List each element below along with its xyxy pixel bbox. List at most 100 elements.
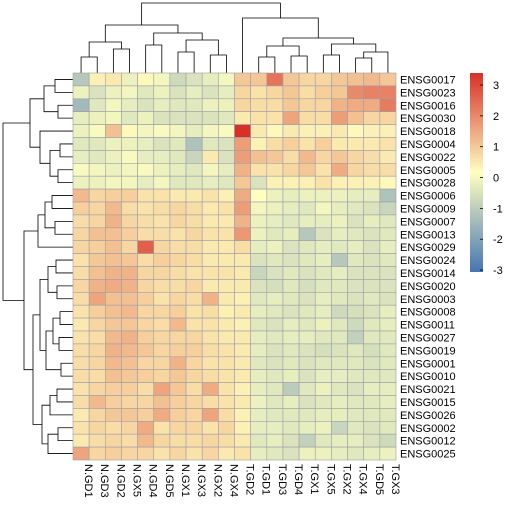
heatmap-cell	[137, 175, 155, 190]
heatmap-cell	[105, 98, 122, 113]
heatmap-cell	[266, 395, 284, 409]
heatmap-cell	[266, 214, 284, 229]
heatmap-cell	[72, 291, 90, 306]
heatmap-cell	[379, 330, 397, 345]
dendrogram-link	[104, 24, 179, 42]
heatmap-cell	[88, 369, 106, 383]
heatmap-cell	[169, 111, 187, 125]
heatmap-cell	[137, 279, 155, 293]
heatmap-cell	[185, 240, 203, 254]
heatmap-cell	[169, 433, 187, 448]
dendrogram-link	[37, 214, 73, 248]
heatmap-cell	[153, 317, 171, 332]
heatmap-cell	[282, 175, 300, 190]
heatmap-cell	[250, 98, 268, 113]
heatmap-cell	[137, 304, 155, 319]
heatmap-cell	[88, 356, 106, 370]
heatmap-cell	[331, 369, 348, 383]
heatmap-cell	[201, 266, 219, 280]
heatmap-cell	[137, 201, 155, 216]
heatmap-cell	[153, 124, 171, 138]
heatmap-cell	[169, 304, 187, 319]
heatmap-cell	[266, 317, 284, 332]
heatmap-cell	[153, 201, 171, 216]
heatmap-cell	[282, 446, 300, 461]
heatmap-cell	[153, 175, 171, 190]
heatmap-cell	[314, 175, 332, 190]
heatmap-cell	[331, 188, 348, 203]
row-label: ENSG0001	[400, 358, 456, 370]
heatmap-cell	[250, 72, 268, 87]
dendrogram-link	[39, 279, 48, 351]
heatmap-cell	[363, 214, 381, 229]
heatmap-cell	[218, 214, 235, 229]
row-label: ENSG0028	[400, 178, 456, 190]
dendrogram-link	[44, 201, 55, 229]
column-label: T.GX4	[357, 464, 369, 495]
heatmap-cell	[218, 317, 235, 332]
heatmap-cell	[363, 111, 381, 125]
heatmap-cell	[72, 98, 90, 113]
heatmap-cell	[153, 408, 171, 422]
heatmap-cell	[298, 369, 316, 383]
heatmap-cell	[347, 175, 364, 190]
heatmap-cell	[250, 433, 268, 448]
heatmap-cell	[282, 188, 300, 203]
heatmap-cell	[250, 343, 268, 358]
heatmap-cell	[379, 369, 397, 383]
row-label: ENSG0020	[400, 281, 456, 293]
heatmap-cell	[105, 291, 122, 306]
heatmap-cell	[314, 163, 332, 177]
heatmap-cell	[234, 356, 251, 370]
heatmap-cell	[153, 85, 171, 100]
legend-tick-label: 0	[493, 173, 499, 185]
heatmap-cell	[266, 175, 284, 190]
heatmap-cell	[218, 343, 235, 358]
heatmap-cell	[185, 150, 203, 164]
dendrogram-link	[49, 395, 73, 416]
heatmap-cell	[266, 291, 284, 306]
heatmap-cell	[121, 433, 138, 448]
heatmap-cell	[282, 356, 300, 370]
dendrogram-link	[55, 259, 73, 274]
heatmap-cell	[137, 240, 155, 254]
dendrogram-link	[43, 85, 58, 113]
heatmap-cell	[169, 382, 187, 396]
heatmap-cell	[121, 446, 138, 461]
heatmap-cell	[298, 291, 316, 306]
heatmap-cell	[137, 72, 155, 87]
heatmap-cell	[201, 253, 219, 267]
heatmap-cell	[88, 253, 106, 267]
heatmap-cell	[347, 201, 364, 216]
heatmap-cell	[169, 175, 187, 190]
heatmap-cell	[201, 175, 219, 190]
heatmap-cell	[298, 317, 316, 332]
heatmap-cell	[347, 72, 364, 87]
heatmap-cell	[169, 240, 187, 254]
heatmap-cell	[105, 343, 122, 358]
row-label: ENSG0011	[400, 320, 455, 332]
heatmap-cell	[105, 111, 122, 125]
heatmap-cell	[88, 420, 106, 435]
heatmap-cell	[331, 240, 348, 254]
heatmap-cell	[201, 408, 219, 422]
heatmap-cell	[218, 111, 235, 125]
heatmap-cell	[201, 124, 219, 138]
dendrogram-link	[2, 122, 30, 301]
heatmap-cell	[121, 369, 138, 383]
heatmap-cell	[201, 240, 219, 254]
heatmap-cell	[105, 356, 122, 370]
heatmap-cell	[363, 124, 381, 138]
heatmap-cell	[282, 253, 300, 267]
heatmap-cell	[234, 137, 251, 151]
heatmap-cell	[201, 317, 219, 332]
heatmap-cell	[88, 382, 106, 396]
heatmap-cell	[347, 214, 364, 229]
heatmap-cell	[105, 150, 122, 164]
heatmap-cell	[169, 163, 187, 177]
heatmap-cell	[250, 163, 268, 177]
heatmap-cell	[250, 330, 268, 345]
heatmap-cell	[185, 188, 203, 203]
row-label: ENSG0016	[400, 100, 456, 112]
heatmap-cell	[153, 343, 171, 358]
